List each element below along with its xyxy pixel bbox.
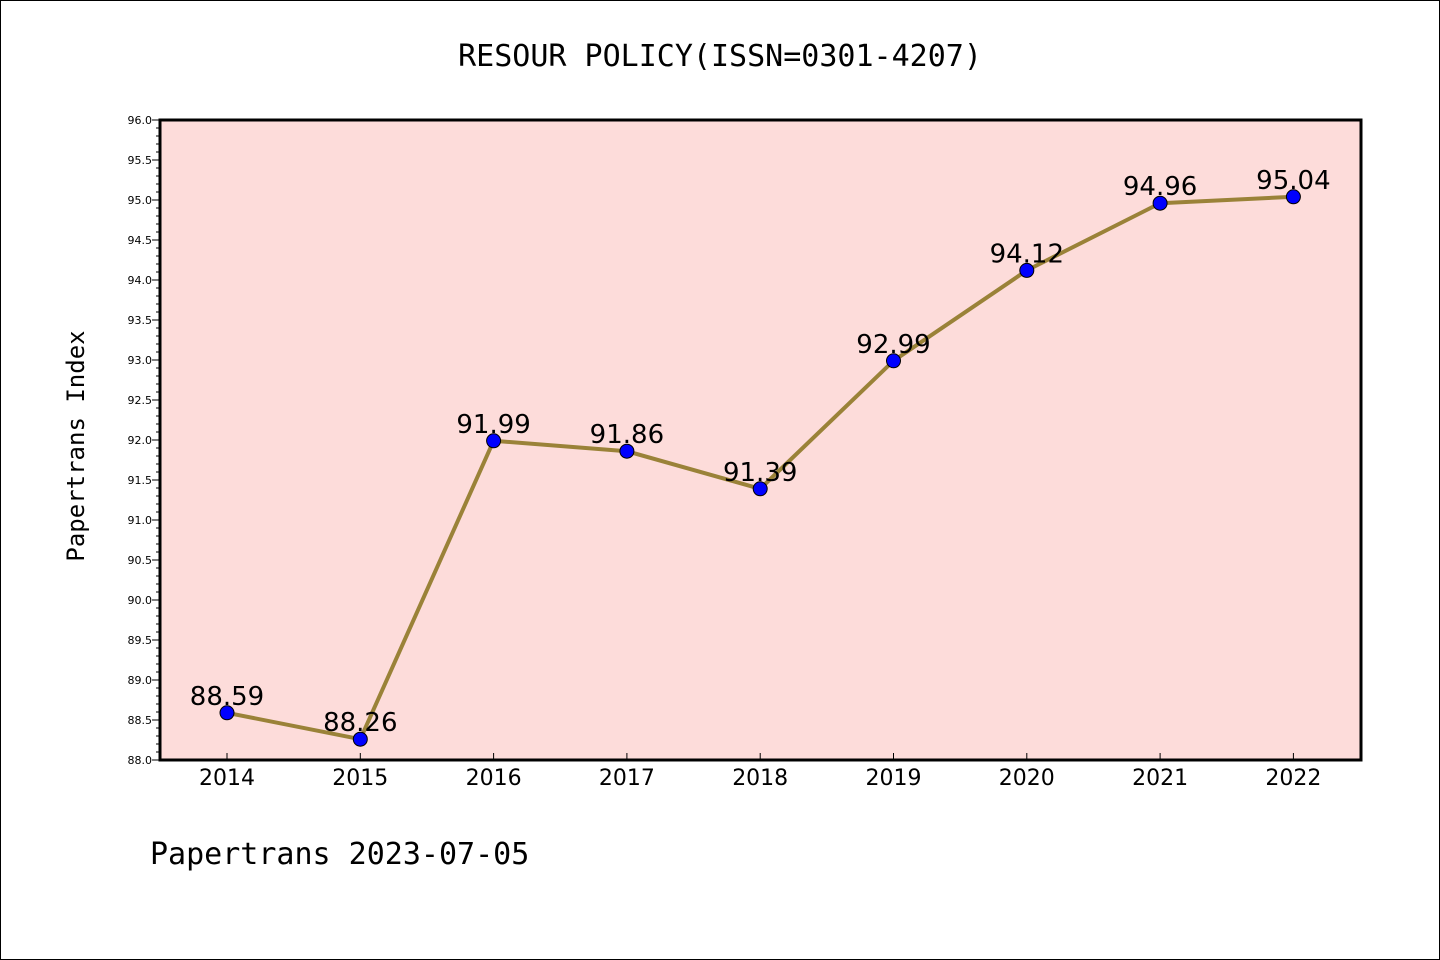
y-tick-label: 89.5: [128, 634, 153, 647]
y-tick-label: 94.5: [128, 234, 153, 247]
data-label: 95.04: [1256, 166, 1330, 196]
data-label: 94.12: [990, 239, 1064, 269]
y-tick-label: 90.5: [128, 554, 153, 567]
x-tick-label: 2014: [199, 766, 255, 791]
y-axis-ticks: 88.0 88.5 89.0 89.5 90.0 90.5 91.0 91.5 92.0 92.5…: [128, 114, 160, 767]
y-tick-label: 91.5: [128, 474, 153, 487]
y-tick-label: 93.0: [128, 354, 153, 367]
x-axis-ticks: 2014 2015 2016 2017 2018 2019 2020 2021 2022: [199, 753, 1321, 791]
y-tick-label: 91.0: [128, 514, 153, 527]
y-tick-label: 94.0: [128, 274, 153, 287]
data-label: 94.96: [1123, 172, 1197, 202]
data-point: [1019, 262, 1035, 278]
footer-text: Papertrans 2023-07-05: [150, 837, 529, 872]
data-point: [1152, 195, 1168, 211]
x-tick-label: 2019: [866, 766, 922, 791]
data-point: [1285, 189, 1301, 205]
data-label: 91.39: [723, 458, 797, 488]
x-tick-label: 2015: [332, 766, 388, 791]
y-tick-label: 92.5: [128, 394, 153, 407]
data-point: [486, 433, 502, 449]
x-tick-label: 2022: [1265, 766, 1321, 791]
series-layer: 88.59 88.26 91.99 91.86 91.39 92.99 94.12 94.96…: [190, 166, 1331, 747]
data-label: 92.99: [856, 330, 930, 360]
x-tick-label: 2018: [732, 766, 788, 791]
y-tick-label: 88.5: [128, 714, 153, 727]
data-point: [219, 705, 235, 721]
data-point: [352, 731, 368, 747]
chart-title: RESOUR POLICY(ISSN=0301-4207): [458, 39, 982, 74]
y-tick-label: 96.0: [128, 114, 153, 127]
y-axis-label: Papertrans Index: [62, 330, 90, 561]
x-tick-label: 2016: [466, 766, 522, 791]
plot-border: [158, 118, 1363, 762]
y-tick-label: 93.5: [128, 314, 153, 327]
data-label: 91.86: [590, 420, 664, 450]
x-tick-label: 2017: [599, 766, 655, 791]
data-label: 91.99: [456, 410, 530, 440]
data-label: 88.59: [190, 682, 264, 712]
y-tick-label: 90.0: [128, 594, 153, 607]
y-tick-label: 92.0: [128, 434, 153, 447]
y-tick-label: 89.0: [128, 674, 153, 687]
data-point: [886, 353, 901, 369]
data-point: [752, 481, 768, 497]
x-tick-label: 2021: [1132, 766, 1188, 791]
y-tick-label: 95.5: [128, 154, 153, 167]
plot-area: [160, 120, 1361, 760]
data-point: [619, 443, 635, 459]
x-tick-label: 2020: [999, 766, 1055, 791]
y-tick-label: 88.0: [128, 754, 153, 767]
data-label: 88.26: [323, 708, 397, 738]
y-tick-label: 95.0: [128, 194, 153, 207]
